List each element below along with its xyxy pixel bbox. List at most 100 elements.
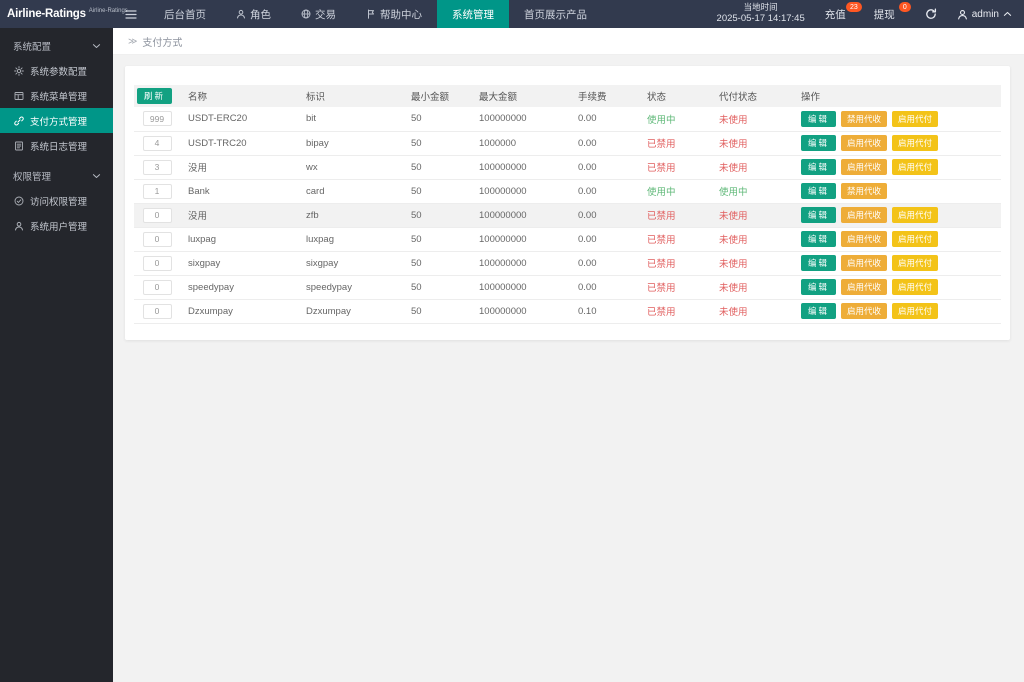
- content: 刷新 名称 标识 最小金额 最大金额 手续费 状态 代付状态 操作 USDT-ERC20bit…: [113, 55, 1024, 340]
- cell-fee: 0.00: [570, 251, 639, 276]
- toggle-collect-button[interactable]: 禁用代收: [841, 183, 888, 199]
- sidebar-item-系统菜单管理[interactable]: 系统菜单管理: [0, 83, 113, 108]
- nav-item-首页展示产品[interactable]: 首页展示产品: [509, 0, 602, 28]
- sidebar-group-系统配置[interactable]: 系统配置: [0, 33, 113, 58]
- edit-button[interactable]: 编辑: [801, 111, 837, 127]
- toggle-collect-button[interactable]: 禁用代收: [841, 111, 888, 127]
- cell-min-amount: 50: [403, 275, 471, 300]
- edit-button[interactable]: 编辑: [801, 159, 837, 175]
- top-navbar: Airline-Ratings Airline-Ratings 后台首页 角色 交易…: [0, 0, 1024, 28]
- toggle-collect-button[interactable]: 启用代收: [841, 207, 888, 223]
- payout-status-text: 未使用: [711, 131, 793, 156]
- refresh-icon[interactable]: [913, 0, 949, 28]
- edit-button[interactable]: 编辑: [801, 303, 837, 319]
- column-header-手续费: 手续费: [578, 92, 607, 103]
- cell-min-amount: 50: [403, 107, 471, 132]
- sidebar-item-系统日志管理[interactable]: 系统日志管理: [0, 133, 113, 158]
- toggle-collect-button[interactable]: 启用代收: [841, 279, 888, 295]
- user-menu[interactable]: admin: [949, 0, 1024, 28]
- nav-item-帮助中心[interactable]: 帮助中心: [351, 0, 437, 28]
- breadcrumb-icon: ≫: [128, 35, 138, 46]
- logo-subtext: Airline-Ratings: [88, 8, 128, 14]
- recharge-label: 充值: [824, 8, 846, 21]
- sidebar-item-支付方式管理[interactable]: 支付方式管理: [0, 108, 113, 133]
- sort-input[interactable]: [142, 183, 172, 199]
- sidebar-group-权限管理[interactable]: 权限管理: [0, 163, 113, 188]
- payout-status-text: 未使用: [711, 203, 793, 228]
- payout-status-text: 未使用: [711, 107, 793, 132]
- cell-max-amount: 100000000: [471, 155, 570, 180]
- toggle-payout-button[interactable]: 启用代付: [892, 135, 939, 151]
- sort-input[interactable]: [142, 231, 172, 247]
- payout-status-text: 未使用: [711, 275, 793, 300]
- toggle-payout-button[interactable]: 启用代付: [892, 231, 939, 247]
- status-text: 已禁用: [639, 155, 711, 180]
- withdraw-menu[interactable]: 提现 0: [864, 0, 911, 28]
- nav-item-系统管理[interactable]: 系统管理: [437, 0, 509, 28]
- cell-actions: 编辑 启用代收 启用代付: [793, 131, 1001, 156]
- toggle-payout-button[interactable]: 启用代付: [892, 303, 939, 319]
- cell-actions: 编辑 禁用代收 启用代付: [793, 107, 1001, 132]
- sort-input[interactable]: [142, 135, 172, 151]
- toggle-collect-button[interactable]: 启用代收: [841, 159, 888, 175]
- nav-item-交易[interactable]: 交易: [286, 0, 351, 28]
- payout-status-text: 未使用: [711, 227, 793, 252]
- toggle-collect-button[interactable]: 启用代收: [841, 135, 888, 151]
- toggle-payout-button[interactable]: 启用代付: [892, 279, 939, 295]
- edit-button[interactable]: 编辑: [801, 135, 837, 151]
- toggle-payout-button[interactable]: 启用代付: [892, 159, 939, 175]
- cell-ident: wx: [298, 155, 403, 180]
- gear-icon: [14, 65, 24, 76]
- breadcrumb-label: 支付方式: [142, 37, 183, 49]
- edit-button[interactable]: 编辑: [801, 231, 837, 247]
- refresh-button[interactable]: 刷新: [137, 87, 173, 105]
- cell-actions: 编辑 启用代收 启用代付: [793, 251, 1001, 276]
- sort-input[interactable]: [142, 207, 172, 223]
- cell-max-amount: 100000000: [471, 275, 570, 300]
- nav-item-角色[interactable]: 角色: [221, 0, 286, 28]
- payout-status-text: 使用中: [711, 179, 793, 204]
- table-row: USDT-ERC20bit501000000000.00使用中未使用编辑禁用代收…: [134, 107, 1001, 132]
- cell-actions: 编辑 启用代收 启用代付: [793, 275, 1001, 300]
- recharge-menu[interactable]: 充值 23: [815, 0, 862, 28]
- username: admin: [971, 8, 999, 20]
- nav-item-label: 角色: [250, 8, 271, 21]
- edit-button[interactable]: 编辑: [801, 183, 837, 199]
- edit-button[interactable]: 编辑: [801, 279, 837, 295]
- cell-ident: bit: [298, 107, 403, 132]
- toggle-collect-button[interactable]: 启用代收: [841, 255, 888, 271]
- cell-actions: 编辑 启用代收 启用代付: [793, 227, 1001, 252]
- sidebar-item-label: 系统菜单管理: [30, 91, 88, 103]
- sidebar-item-访问权限管理[interactable]: 访问权限管理: [0, 188, 113, 213]
- toggle-collect-button[interactable]: 启用代收: [841, 303, 888, 319]
- toggle-payout-button[interactable]: 启用代付: [892, 207, 939, 223]
- cell-ident: sixgpay: [298, 251, 403, 276]
- cell-name: Bank: [180, 179, 298, 204]
- sort-input[interactable]: [142, 159, 172, 175]
- table-row: USDT-TRC20bipay5010000000.00已禁用未使用编辑启用代收…: [134, 131, 1001, 156]
- column-header-标识: 标识: [306, 92, 326, 103]
- edit-button[interactable]: 编辑: [801, 207, 837, 223]
- toggle-collect-button[interactable]: 启用代收: [841, 231, 888, 247]
- cell-ident: Dzxumpay: [298, 299, 403, 324]
- sort-input[interactable]: [142, 255, 172, 271]
- flag-icon: [366, 9, 376, 19]
- nav-item-label: 首页展示产品: [524, 8, 587, 21]
- table-row: speedypayspeedypay501000000000.00已禁用未使用编…: [134, 275, 1001, 300]
- table-row: luxpagluxpag501000000000.00已禁用未使用编辑启用代收启…: [134, 227, 1001, 252]
- sort-input[interactable]: [142, 279, 172, 295]
- toggle-payout-button[interactable]: 启用代付: [892, 255, 939, 271]
- chevron-down-icon: [92, 42, 101, 50]
- edit-button[interactable]: 编辑: [801, 255, 837, 271]
- payment-methods-table: 刷新 名称 标识 最小金额 最大金额 手续费 状态 代付状态 操作 USDT-ERC20bit…: [134, 85, 1001, 324]
- cell-name: luxpag: [180, 227, 298, 252]
- sidebar-item-系统参数配置[interactable]: 系统参数配置: [0, 58, 113, 83]
- nav-item-后台首页[interactable]: 后台首页: [149, 0, 221, 28]
- toggle-payout-button[interactable]: 启用代付: [892, 111, 939, 127]
- menu-toggle-icon[interactable]: [113, 0, 149, 28]
- table-row: DzxumpayDzxumpay501000000000.10已禁用未使用编辑启…: [134, 299, 1001, 324]
- sidebar-item-系统用户管理[interactable]: 系统用户管理: [0, 213, 113, 238]
- sort-input[interactable]: [142, 303, 172, 319]
- sort-input[interactable]: [142, 111, 172, 127]
- cell-name: USDT-ERC20: [180, 107, 298, 132]
